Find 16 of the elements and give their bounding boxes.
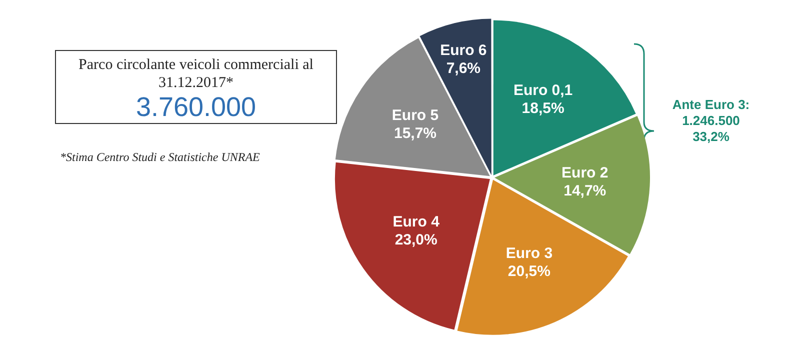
text: *Stima Centro Studi e Statistiche UNRAE [60,150,260,165]
data-label: 14,7% [564,182,606,200]
slice-label: Euro 2 [562,164,608,182]
slice-label: Euro 5 [392,107,439,124]
data-label: 23,0% [394,231,438,248]
slice-label: Euro 4 [392,213,440,230]
slice-label: Euro 6 [440,42,487,60]
data-label: 7,6% [446,60,481,78]
text: 3.760.000 [134,92,258,122]
text: Ante Euro 3: 1.246.500 33,2% [671,97,751,145]
text: Parco circolante veicoli commerciali al 31.12.2017* [78,56,314,92]
slice-label: Euro 3 [506,244,553,262]
data-label: 20,5% [508,262,550,280]
data-label: 15,7% [394,125,437,142]
slice-label: Euro 0,1 [513,82,573,99]
data-label: 18,5% [522,100,564,117]
